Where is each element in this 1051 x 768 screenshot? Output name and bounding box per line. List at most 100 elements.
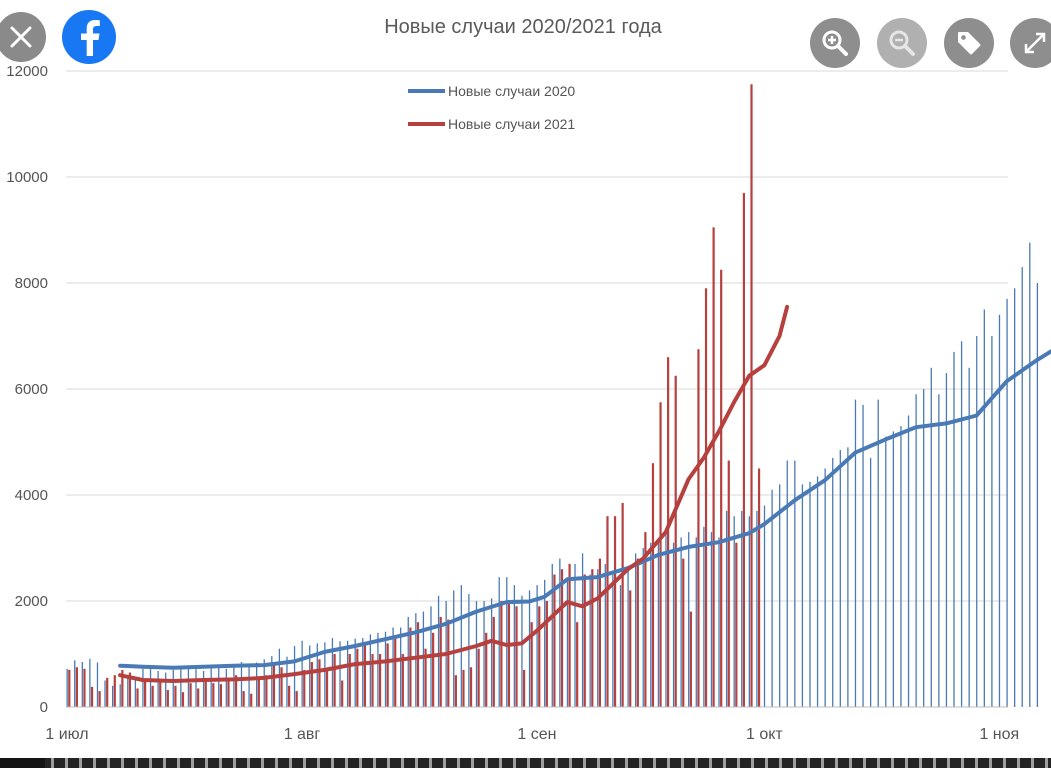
bar-2020 [369, 634, 371, 707]
bar-2020 [475, 601, 478, 707]
bars-2020 [66, 242, 1039, 707]
bar-2020 [824, 468, 826, 707]
bar-2021 [250, 693, 253, 707]
facebook-icon [81, 20, 100, 56]
bar-2020 [453, 590, 455, 707]
facebook-share-button[interactable] [62, 10, 116, 64]
bar-2020 [892, 431, 895, 707]
bar-2020 [854, 399, 857, 707]
bar-2020 [953, 351, 955, 707]
bar-2021 [280, 667, 283, 707]
bar-2020 [733, 516, 735, 707]
bar-2020 [1014, 288, 1016, 707]
moving-average-line-2020 [118, 349, 1051, 670]
bar-2021 [500, 601, 503, 707]
bar-2021 [667, 357, 670, 707]
y-tick-label: 12000 [6, 63, 48, 80]
bar-2021 [75, 667, 78, 707]
expand-button[interactable] [1010, 18, 1051, 68]
bar-2020 [521, 595, 523, 707]
bar-2021 [174, 685, 177, 707]
bar-2020 [688, 532, 690, 707]
tag-button[interactable] [944, 18, 994, 68]
bar-2020 [763, 505, 766, 707]
bar-2020 [566, 579, 569, 707]
bar-2020 [551, 563, 553, 707]
gridlines [66, 70, 1008, 602]
bar-2021 [212, 683, 215, 707]
bar-2021 [121, 669, 124, 707]
bar-2020 [862, 404, 864, 707]
bar-2020 [907, 415, 910, 707]
bar-2021 [219, 684, 222, 707]
bar-2021 [606, 516, 609, 707]
bar-2021 [197, 688, 200, 707]
bar-2020 [612, 574, 614, 707]
bar-2020 [794, 460, 796, 707]
bar-2021 [151, 685, 154, 707]
bar-2020 [187, 668, 190, 707]
bar-2020 [703, 526, 705, 707]
bar-2020 [149, 667, 152, 707]
bar-2021 [288, 685, 291, 707]
bar-2021 [462, 669, 465, 707]
bar-2021 [159, 682, 162, 707]
bar-2021 [409, 627, 412, 707]
bar-2020 [225, 668, 227, 707]
expand-icon [1024, 32, 1046, 54]
bar-2021 [272, 664, 276, 707]
bar-2020 [483, 601, 485, 707]
bar-2020 [180, 666, 182, 707]
bar-2020 [256, 662, 258, 707]
x-tick-label: 1 июл [45, 726, 88, 743]
bar-2020 [604, 563, 606, 707]
bar-2020 [559, 558, 561, 707]
bar-2020 [1036, 283, 1039, 707]
bar-2021 [295, 691, 298, 707]
zoom-in-button[interactable] [810, 18, 860, 68]
bottom-caption-strip [0, 758, 1051, 768]
bar-2020 [672, 542, 675, 707]
bar-2020 [195, 665, 197, 707]
close-button[interactable] [0, 12, 46, 62]
bar-2021 [378, 654, 382, 707]
bar-2021 [98, 691, 101, 707]
bar-2021 [651, 463, 655, 707]
x-tick-label: 1 авг [284, 726, 321, 743]
bar-2021 [629, 590, 632, 707]
bar-2021 [136, 688, 139, 707]
bar-2020 [165, 672, 167, 707]
bar-2020 [627, 569, 629, 707]
bar-2020 [119, 684, 121, 707]
cropped-caption-text [45, 758, 1051, 768]
bar-2020 [900, 426, 902, 707]
bar-2020 [127, 675, 129, 707]
y-tick-label: 4000 [15, 487, 48, 504]
legend-label-2021: Новые случаи 2021 [448, 116, 575, 132]
bar-2021 [128, 672, 132, 707]
y-axis-ticks: 0 2000 4000 6000 8000 10000 12000 [6, 63, 48, 716]
y-tick-label: 6000 [15, 381, 48, 398]
bar-2020 [89, 658, 91, 707]
bar-2021 [523, 669, 526, 707]
bar-2020 [869, 457, 872, 707]
bar-2021 [613, 516, 617, 707]
zoom-out-button[interactable] [877, 18, 927, 68]
bar-2021 [485, 632, 488, 707]
bar-2020 [938, 394, 940, 707]
bar-2020 [437, 595, 440, 707]
bar-2020 [885, 436, 887, 707]
bar-2020 [339, 641, 341, 707]
bar-2020 [960, 341, 963, 707]
bar-2020 [293, 646, 296, 707]
bar-2021 [757, 468, 761, 707]
bar-2021 [454, 675, 457, 707]
bar-2020 [725, 510, 728, 707]
bar-2020 [816, 476, 819, 707]
bar-2020 [741, 510, 743, 707]
y-tick-label: 0 [40, 699, 48, 716]
tag-icon [958, 32, 981, 55]
bar-2020 [506, 577, 508, 707]
bar-2020 [779, 484, 781, 707]
